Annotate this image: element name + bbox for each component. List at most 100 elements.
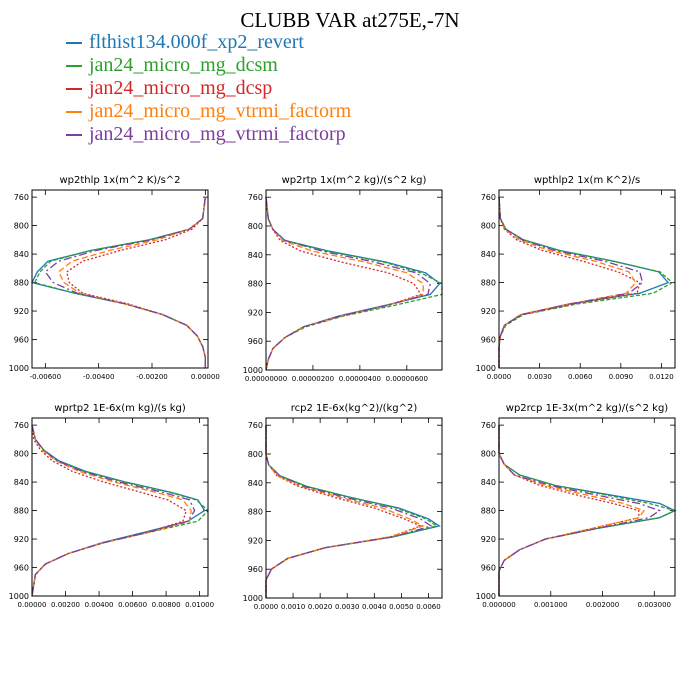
legend-item: jan24_micro_mg_dcsp: [66, 77, 351, 100]
x-tick-label: 0.00000400: [339, 375, 381, 383]
x-tick-label: 0.0120: [649, 373, 674, 381]
series-line: [265, 425, 423, 598]
x-tick-label: 0.0090: [609, 373, 634, 381]
x-tick-label: 0.0050: [389, 603, 414, 611]
plot-frame: [498, 417, 676, 597]
y-tick-label: 840: [14, 478, 29, 487]
series-line: [265, 425, 433, 598]
legend-item: flthist134.000f_xp2_revert: [66, 31, 351, 54]
y-tick-label: 1000: [9, 592, 29, 601]
panel-title: wp2rtp 1x(m^2 kg)/(s^2 kg): [282, 175, 427, 186]
plot-frame: [265, 417, 443, 599]
y-tick-label: 800: [481, 222, 496, 231]
legend-item: jan24_micro_mg_vtrmi_factorm: [66, 100, 351, 123]
y-tick-label: 840: [481, 250, 496, 259]
series-line: [498, 197, 644, 368]
y-tick-label: 760: [481, 421, 496, 430]
series-line: [498, 197, 670, 368]
y-tick-label: 960: [481, 564, 496, 573]
series-line: [498, 425, 661, 596]
series-line: [498, 425, 677, 596]
y-tick-label: 960: [14, 564, 29, 573]
plot-frame: [265, 189, 443, 371]
series-line: [31, 197, 206, 368]
y-tick-label: 920: [248, 308, 263, 317]
series-line: [265, 425, 439, 598]
legend-label: jan24_micro_mg_vtrmi_factorp: [89, 123, 346, 145]
chart-panel: wp2rcp 1E-3x(m^2 kg)/(s^2 kg) 760 800 840 88…: [476, 403, 677, 609]
y-tick-label: 840: [14, 250, 29, 259]
y-tick-label: 960: [248, 337, 263, 346]
y-tick-label: 960: [481, 336, 496, 345]
panel-title: rcp2 1E-6x(kg^2)/(kg^2): [291, 403, 418, 414]
x-tick-label: 0.00200: [51, 601, 80, 609]
legend-swatch: [66, 41, 82, 44]
x-tick-label: 0.0060: [568, 373, 593, 381]
legend-item: jan24_micro_mg_dcsm: [66, 54, 351, 77]
x-tick-label: 0.00000600: [386, 375, 428, 383]
y-tick-label: 760: [481, 193, 496, 202]
chart-panel: wprtp2 1E-6x(m kg)/(s kg) 760 800 840 880 920…: [9, 403, 214, 609]
series-line: [31, 424, 196, 597]
chart-panel: rcp2 1E-6x(kg^2)/(kg^2) 760 800 840 880 920 96…: [243, 403, 443, 611]
y-tick-label: 760: [248, 421, 263, 430]
x-tick-label: 0.00000: [18, 601, 47, 609]
x-tick-label: 0.0010: [281, 603, 306, 611]
y-tick-label: 880: [248, 508, 263, 517]
legend-label: jan24_micro_mg_dcsp: [89, 77, 273, 99]
x-tick-label: 0.003000: [638, 601, 671, 609]
chart-panel: wp2thlp 1x(m^2 K)/s^2 760 800 840 880 920 960 1…: [9, 175, 220, 381]
y-tick-label: 800: [248, 450, 263, 459]
y-tick-label: 1000: [9, 364, 29, 373]
x-tick-label: 0.0030: [335, 603, 360, 611]
y-tick-label: 800: [14, 450, 29, 459]
panel-title: wprtp2 1E-6x(m kg)/(s kg): [54, 403, 186, 414]
y-tick-label: 760: [14, 421, 29, 430]
chart-title: CLUBB VAR at275E,-7N: [240, 8, 460, 32]
series-line: [498, 197, 637, 368]
legend: flthist134.000f_xp2_revert jan24_micro_m…: [66, 31, 351, 146]
series-line: [498, 425, 640, 596]
series-line: [265, 197, 441, 371]
x-tick-label: 0.0040: [362, 603, 387, 611]
series-line: [265, 197, 432, 371]
x-tick-label: 0.01000: [185, 601, 214, 609]
y-tick-label: 960: [14, 336, 29, 345]
legend-swatch: [66, 133, 82, 136]
plot-frame: [31, 189, 209, 369]
x-tick-label: 0.0030: [527, 373, 552, 381]
series-line: [31, 425, 187, 597]
x-tick-label: 0.00600: [118, 601, 147, 609]
legend-item: jan24_micro_mg_vtrmi_factorp: [66, 123, 351, 146]
series-line: [265, 197, 443, 371]
x-tick-label: 0.001000: [534, 601, 567, 609]
x-tick-label: 0.0000: [254, 603, 279, 611]
y-tick-label: 840: [248, 479, 263, 488]
x-tick-label: -0.00400: [83, 373, 114, 381]
series-line: [265, 197, 424, 371]
y-tick-label: 800: [481, 450, 496, 459]
series-line: [31, 424, 192, 597]
x-tick-label: 0.0020: [308, 603, 333, 611]
series-line: [498, 425, 677, 596]
series-line: [498, 197, 674, 368]
y-tick-label: 920: [248, 536, 263, 545]
y-tick-label: 1000: [243, 366, 263, 375]
legend-label: jan24_micro_mg_vtrmi_factorm: [89, 100, 352, 122]
x-tick-label: 0.000000: [482, 601, 515, 609]
y-tick-label: 920: [481, 307, 496, 316]
x-tick-label: 0.0060: [416, 603, 441, 611]
y-tick-label: 880: [14, 507, 29, 516]
y-tick-label: 800: [14, 222, 29, 231]
x-tick-label: 0.002000: [586, 601, 619, 609]
y-tick-label: 1000: [243, 594, 263, 603]
legend-swatch: [66, 110, 82, 113]
series-line: [498, 425, 645, 596]
y-tick-label: 800: [248, 222, 263, 231]
series-line: [31, 424, 209, 597]
x-tick-label: -0.00600: [30, 373, 61, 381]
y-tick-label: 840: [481, 478, 496, 487]
panel-title: wp2rcp 1E-3x(m^2 kg)/(s^2 kg): [506, 403, 669, 414]
y-tick-label: 920: [14, 535, 29, 544]
series-line: [265, 425, 441, 598]
